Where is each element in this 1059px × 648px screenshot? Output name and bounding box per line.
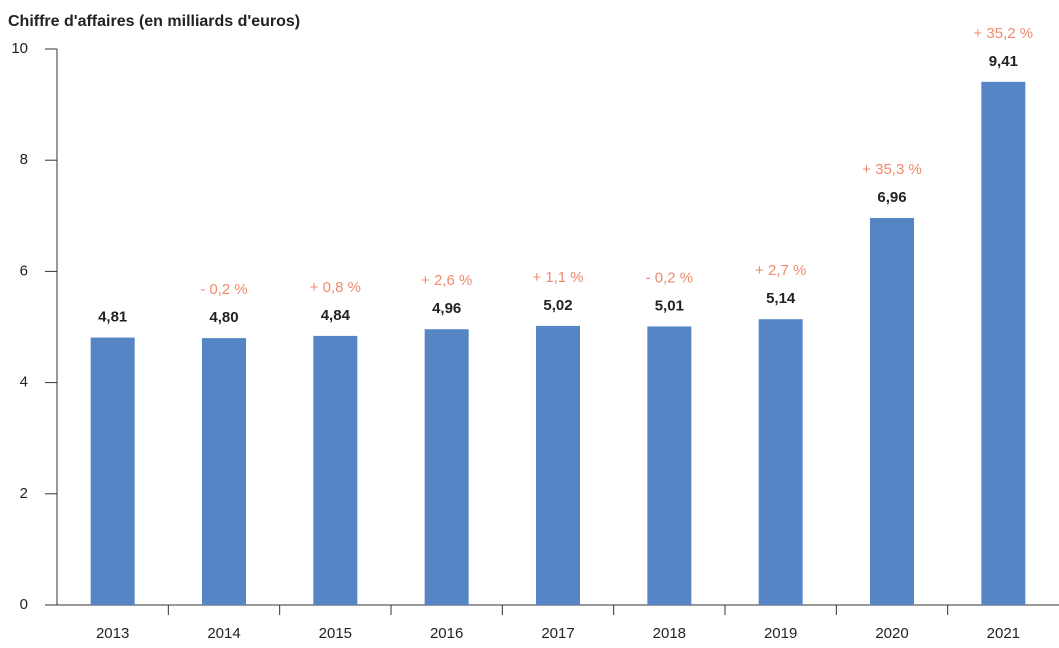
bar — [90, 337, 135, 605]
bar — [981, 81, 1026, 605]
change-label: + 35,2 % — [974, 25, 1034, 42]
y-tick-label: 4 — [20, 374, 28, 391]
value-label: 4,81 — [98, 309, 127, 326]
value-label: 5,14 — [766, 290, 796, 307]
x-tick-label: 2020 — [875, 625, 908, 642]
value-label: 9,41 — [989, 53, 1018, 70]
change-label: + 0,8 % — [310, 279, 361, 296]
bar — [758, 319, 803, 605]
value-label: 6,96 — [877, 189, 906, 206]
bar — [424, 329, 469, 605]
y-tick-label: 8 — [20, 151, 28, 168]
change-label: - 0,2 % — [200, 281, 248, 298]
chart-title: Chiffre d'affaires (en milliards d'euros… — [8, 13, 300, 30]
y-tick-label: 10 — [11, 40, 28, 57]
x-tick-label: 2016 — [430, 625, 463, 642]
y-tick-label: 6 — [20, 262, 28, 279]
change-label: + 2,7 % — [755, 262, 806, 279]
x-tick-label: 2021 — [987, 625, 1020, 642]
x-tick-label: 2018 — [653, 625, 686, 642]
value-label: 4,80 — [209, 309, 238, 326]
bar — [870, 218, 914, 606]
change-label: - 0,2 % — [646, 269, 694, 286]
x-tick-label: 2017 — [541, 625, 574, 642]
x-tick-label: 2015 — [319, 625, 352, 642]
value-label: 5,02 — [543, 297, 572, 314]
x-tick-label: 2013 — [96, 625, 129, 642]
y-tick-label: 2 — [20, 485, 28, 502]
value-label: 4,96 — [432, 300, 461, 317]
change-label: + 2,6 % — [421, 272, 472, 289]
value-label: 5,01 — [655, 297, 684, 314]
change-label: + 1,1 % — [532, 269, 583, 286]
bar — [202, 338, 246, 605]
value-label: 4,84 — [321, 307, 351, 324]
x-tick-label: 2014 — [207, 625, 240, 642]
x-tick-label: 2019 — [764, 625, 797, 642]
bar — [313, 335, 358, 605]
change-label: + 35,3 % — [862, 161, 922, 178]
bar — [647, 326, 692, 605]
bar — [536, 325, 580, 605]
y-tick-label: 0 — [20, 596, 28, 613]
